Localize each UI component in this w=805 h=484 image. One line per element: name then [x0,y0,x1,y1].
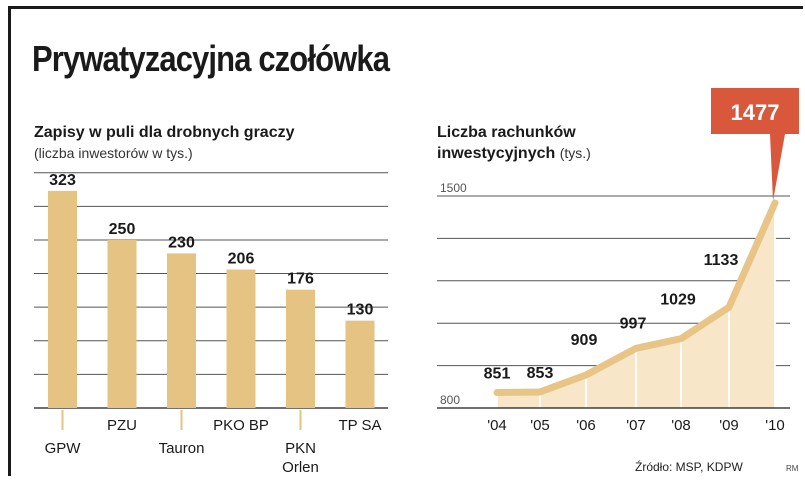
area-fill [497,202,775,408]
point-value-label: 853 [527,365,554,382]
bar [286,289,315,408]
x-tick-label: '10 [765,417,785,434]
area-chart-title-line2: inwestycyjnych (tys.) [437,145,591,163]
x-tick-label: '09 [719,417,739,434]
x-tick-label: '07 [626,417,646,434]
x-tick-label: '04 [487,417,507,434]
bar-category-label: TP SA [338,417,381,434]
bar [167,253,196,408]
highlight-callout [711,88,799,201]
bar [345,320,375,408]
frame-top-border [8,6,803,9]
bar-category-label: Tauron [159,440,205,457]
area-chart-title-line2-text: inwestycyjnych [437,145,556,162]
highlight-value-label: 1477 [731,100,780,125]
x-tick-label: '08 [671,417,691,434]
y-tick-label: 800 [440,393,460,407]
bar-category-label: Orlen [282,459,319,476]
bar-category-label: PZU [107,417,137,434]
bar-value-label: 206 [228,251,255,268]
bar-category-label: PKN [285,440,316,457]
point-value-label: 1029 [660,292,696,309]
frame-left-border [8,6,11,476]
bar-chart-title: Zapisy w puli dla drobnych graczy [34,124,295,141]
area-chart-unit: (tys.) [559,145,591,161]
point-value-label: 851 [484,366,511,383]
y-tick-label: 1500 [440,181,467,195]
bar [226,269,256,408]
x-tick-label: '05 [530,417,550,434]
bar-value-label: 176 [287,271,314,288]
page-title: Prywatyzacyjna czołówka [32,38,390,79]
bar-value-label: 130 [347,302,374,319]
point-value-label: 909 [571,332,598,349]
bar [107,239,137,408]
bar-value-label: 323 [49,172,76,189]
series-line [493,199,779,397]
bar-value-label: 230 [168,234,195,251]
bar-category-label: GPW [45,440,82,457]
area-chart-title: Liczba rachunków [437,124,576,141]
bar-category-label: PKO BP [213,417,269,434]
point-value-label: 1133 [704,252,739,269]
bar-chart-subtitle: (liczba inwestorów w tys.) [34,145,193,161]
bar-value-label: 250 [109,221,136,238]
author-signature: RM [786,464,799,473]
x-tick-label: '06 [576,417,596,434]
source-note: Źródło: MSP, KDPW [635,460,743,474]
point-value-label: 997 [620,315,647,332]
bar [48,190,77,408]
